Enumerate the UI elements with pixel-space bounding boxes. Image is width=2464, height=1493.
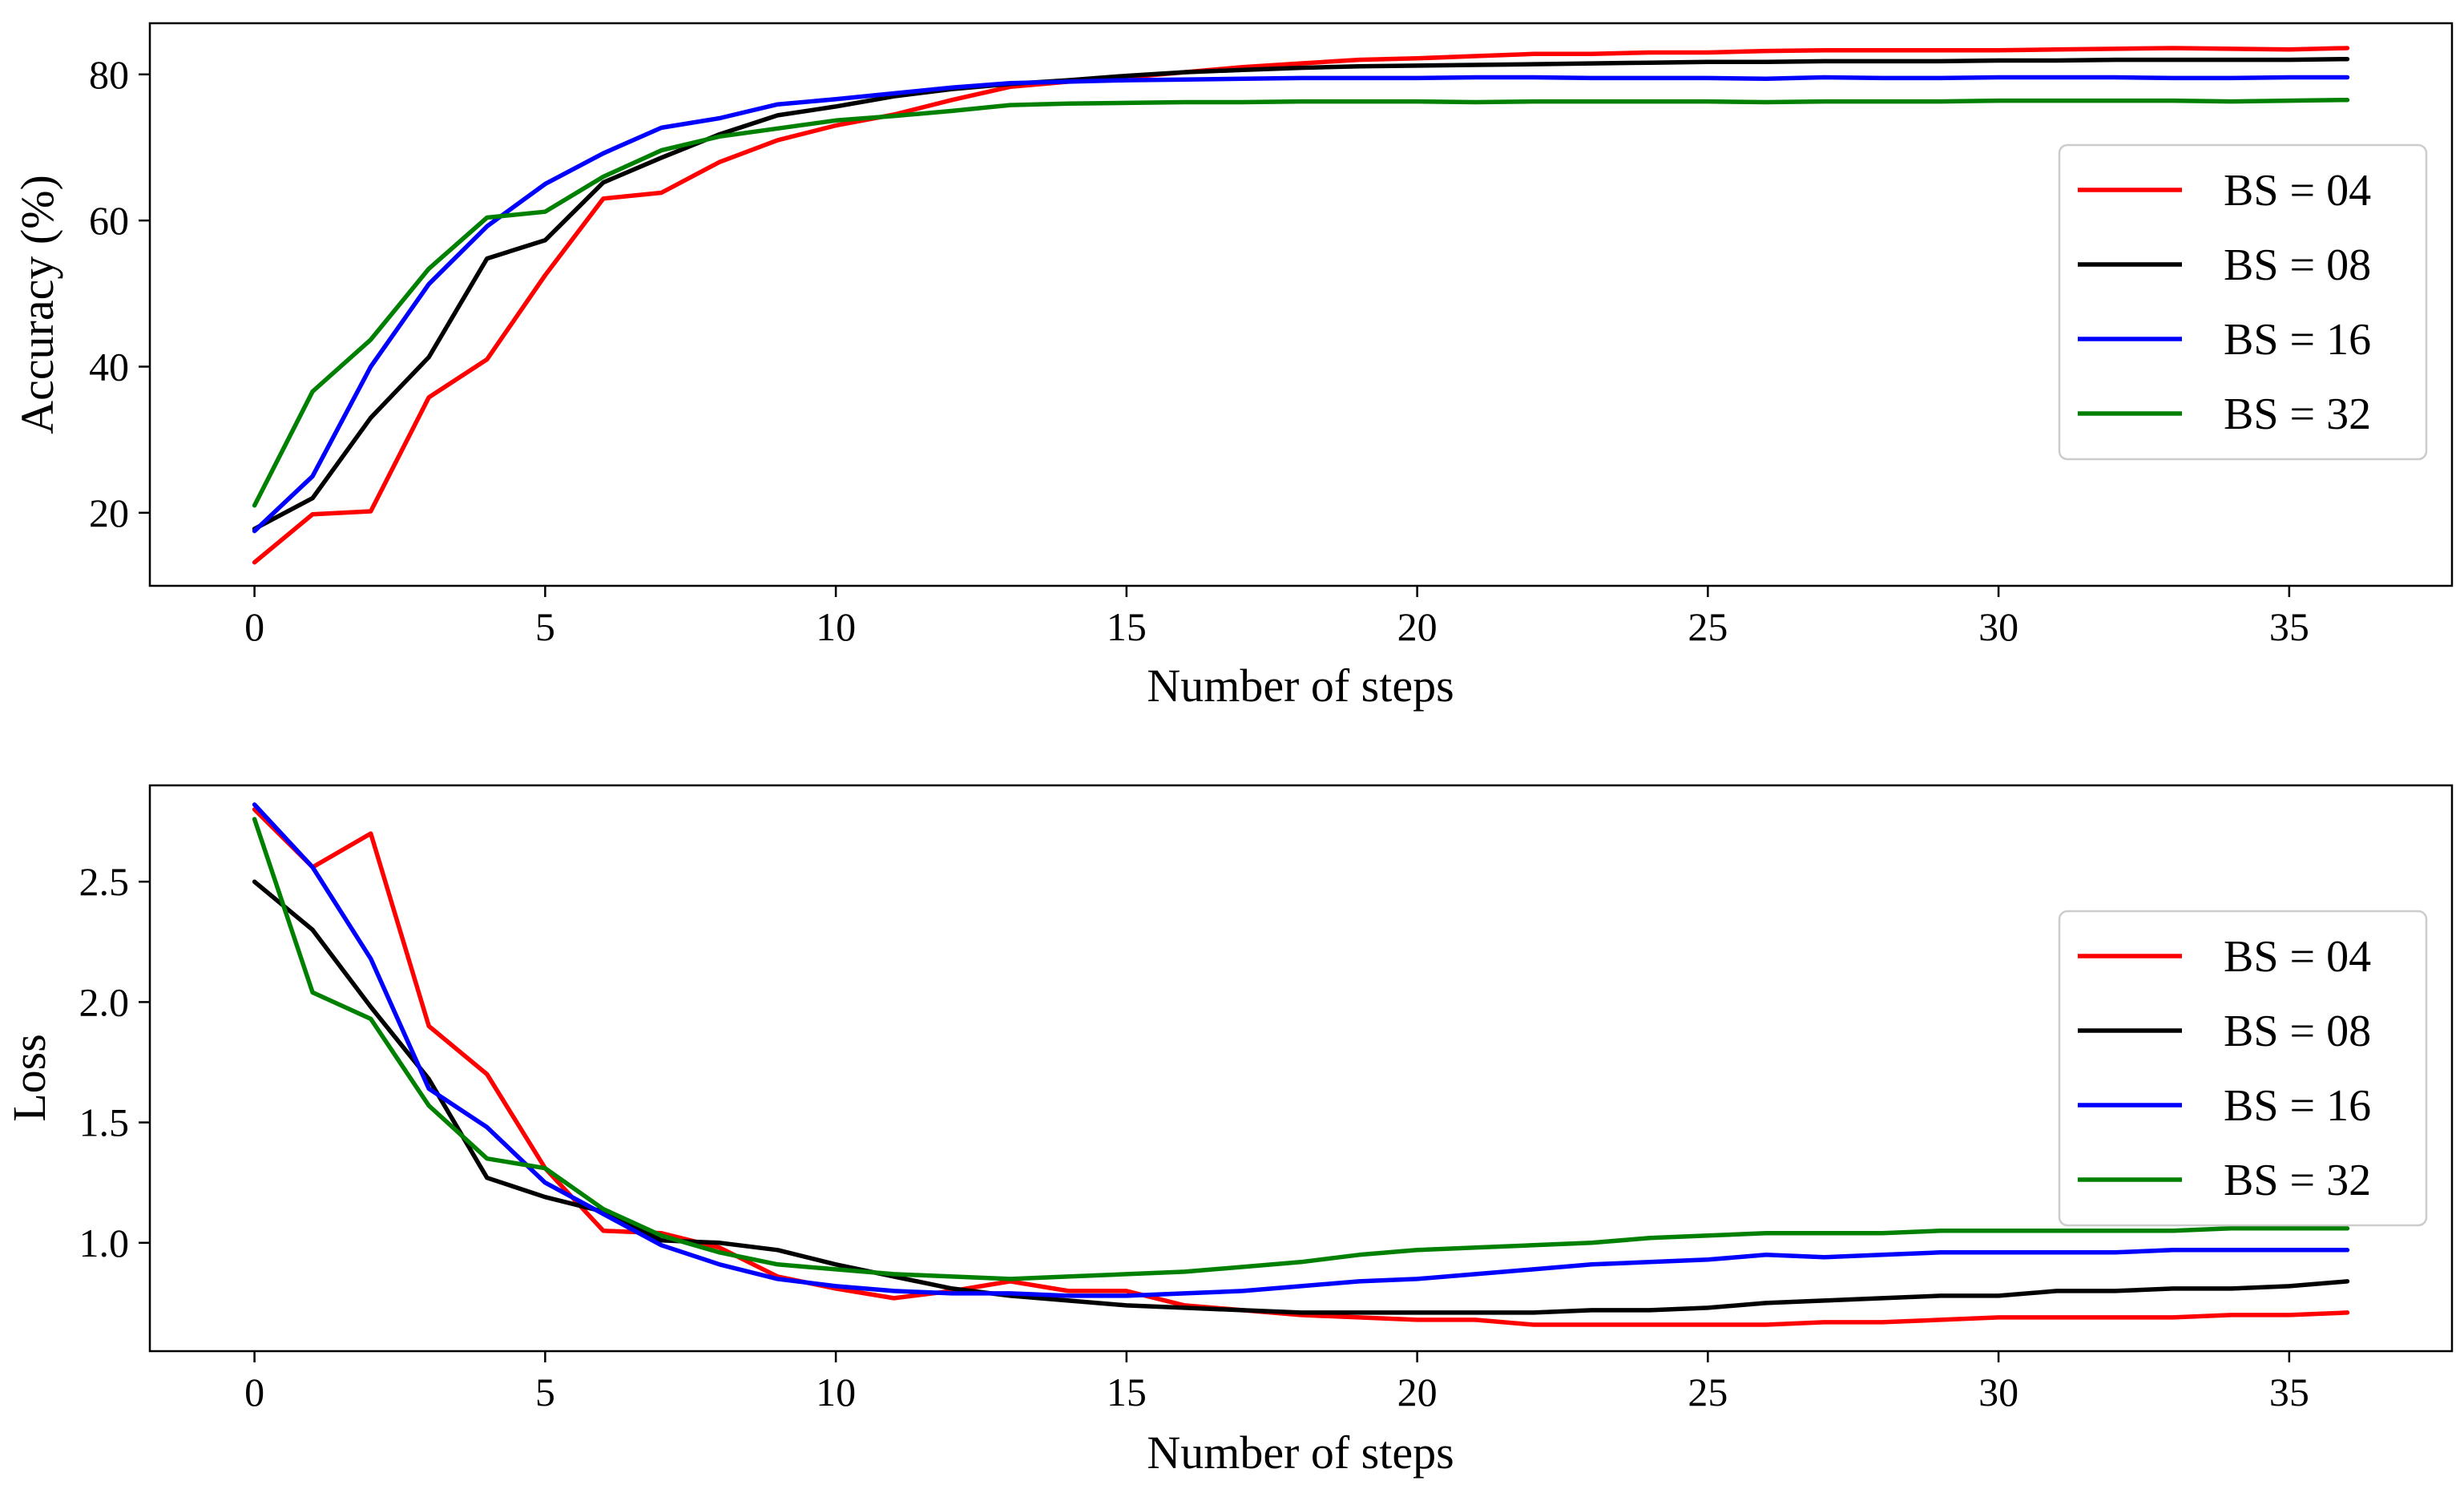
accuracy-x-tick-label: 5 (535, 604, 555, 649)
loss-x-ticks: 0 5 10 15 20 25 30 35 (244, 1351, 2309, 1414)
loss-y-ticks: 1.0 1.5 2.0 2.5 (79, 859, 150, 1265)
loss-x-tick-label: 0 (244, 1370, 264, 1414)
loss-legend-label: BS = 04 (2224, 932, 2371, 982)
accuracy-legend-label: BS = 32 (2224, 389, 2371, 439)
accuracy-x-axis-title: Number of steps (1147, 660, 1454, 712)
loss-series-line-bs-32 (252, 817, 2350, 1281)
accuracy-y-ticks: 20 40 60 80 (89, 52, 150, 535)
accuracy-legend-label: BS = 16 (2224, 315, 2371, 365)
accuracy-plot-frame (148, 22, 2454, 587)
accuracy-legend-label: BS = 04 (2224, 166, 2371, 216)
loss-y-tick-label: 2.0 (79, 979, 130, 1024)
loss-y-tick-label: 2.5 (79, 859, 130, 904)
accuracy-y-tick-label: 40 (89, 344, 129, 389)
accuracy-x-ticks: 0 5 10 15 20 25 30 35 (244, 586, 2309, 649)
accuracy-legend-box (2058, 143, 2428, 461)
loss-y-tick-label: 1.5 (79, 1100, 130, 1145)
loss-series-line-bs-04 (252, 807, 2350, 1327)
loss-x-axis-title: Number of steps (1147, 1426, 1454, 1479)
loss-series-lines (252, 802, 2350, 1327)
accuracy-series-line-bs-16 (252, 75, 2350, 534)
accuracy-y-axis-title: Accuracy (%) (11, 175, 63, 434)
loss-x-tick-label: 35 (2269, 1370, 2309, 1414)
accuracy-legend-label: BS = 08 (2224, 240, 2371, 290)
accuracy-x-tick-label: 20 (1397, 604, 1438, 649)
accuracy-y-tick-label: 20 (89, 490, 129, 535)
loss-chart: 1.0 1.5 2.0 2.5 0 5 10 15 20 25 30 35 Number of st… (3, 784, 2454, 1479)
accuracy-series-lines (252, 46, 2350, 565)
loss-x-tick-label: 15 (1107, 1370, 1147, 1414)
loss-legend: BS = 04 BS = 08 BS = 16 BS = 32 (2058, 910, 2428, 1227)
accuracy-series-line-bs-04 (252, 46, 2350, 565)
accuracy-series-line-bs-08 (252, 56, 2350, 531)
loss-x-tick-label: 30 (1978, 1370, 2018, 1414)
accuracy-x-tick-label: 35 (2269, 604, 2309, 649)
accuracy-x-tick-label: 30 (1978, 604, 2018, 649)
accuracy-y-tick-label: 80 (89, 52, 129, 97)
loss-y-axis-title: Loss (3, 1034, 55, 1122)
accuracy-series-line-bs-32 (252, 97, 2350, 508)
accuracy-x-tick-label: 10 (816, 604, 856, 649)
accuracy-x-tick-label: 25 (1688, 604, 1728, 649)
loss-legend-label: BS = 32 (2224, 1156, 2371, 1205)
accuracy-x-tick-label: 15 (1107, 604, 1147, 649)
accuracy-y-tick-label: 60 (89, 198, 129, 243)
loss-x-tick-label: 25 (1688, 1370, 1728, 1414)
loss-legend-box (2058, 910, 2428, 1227)
accuracy-x-tick-label: 0 (244, 604, 264, 649)
loss-plot-frame (148, 784, 2454, 1353)
loss-series-line-bs-16 (252, 802, 2350, 1298)
loss-legend-label: BS = 16 (2224, 1081, 2371, 1131)
loss-x-tick-label: 10 (816, 1370, 856, 1414)
loss-legend-label: BS = 08 (2224, 1007, 2371, 1056)
loss-x-tick-label: 5 (535, 1370, 555, 1414)
accuracy-legend: BS = 04 BS = 08 BS = 16 BS = 32 (2058, 143, 2428, 461)
loss-y-tick-label: 1.0 (79, 1221, 130, 1265)
loss-x-tick-label: 20 (1397, 1370, 1438, 1414)
